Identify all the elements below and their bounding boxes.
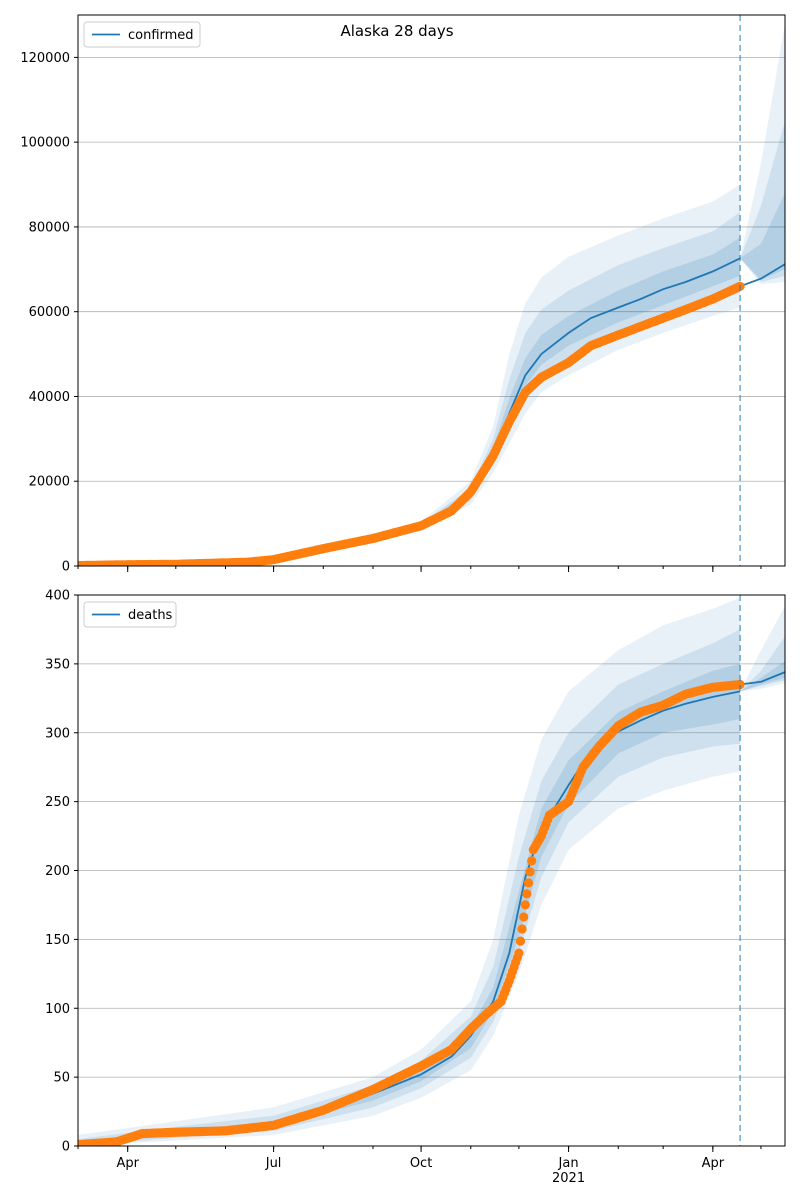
y-tick-label: 200 (45, 864, 70, 879)
legend-label: confirmed (128, 28, 194, 43)
x-tick-label: Jul (265, 1156, 282, 1171)
observed-point (514, 948, 524, 958)
plot-area (78, 597, 785, 1146)
uncertainty-band-outer (740, 606, 785, 692)
uncertainty-band-middle (78, 629, 741, 1146)
axes-frame (77, 14, 786, 567)
x-tick-label: Apr (702, 1156, 725, 1171)
legend: deaths (83, 601, 177, 628)
y-tick-label: 100 (45, 1002, 70, 1017)
uncertainty-band-middle (740, 121, 785, 282)
uncertainty-band-inner (78, 237, 741, 566)
y-tick-label: 400 (45, 589, 70, 604)
observed-point (527, 856, 537, 866)
y-tick-label: 50 (53, 1071, 70, 1086)
forecast-line (739, 263, 785, 288)
deaths-panel: 0 50 100 150 200 250 300 350 400 Apr Jul Oct Jan2021… (45, 589, 786, 1186)
x-tick-label: Apr (116, 1156, 139, 1171)
uncertainty-band-middle (740, 636, 785, 692)
observed-point (517, 924, 527, 934)
y-tick-label: 250 (45, 795, 70, 810)
x-tick-label: Oct (410, 1156, 432, 1171)
y-tick-label: 40000 (29, 390, 70, 405)
y-tick-label: 0 (62, 560, 70, 575)
uncertainty-band-middle (78, 212, 741, 566)
y-tick-label: 0 (62, 1140, 70, 1155)
y-tick-label: 300 (45, 726, 70, 741)
uncertainty-band-outer (78, 184, 741, 566)
confirmed-panel: 0 20000 40000 60000 80000 100000 120000 confirm… (20, 14, 786, 575)
y-tick-label: 150 (45, 933, 70, 948)
legend-box (83, 601, 177, 628)
x-tick-sublabel: 2021 (552, 1171, 585, 1186)
y-tick-label: 60000 (29, 305, 70, 320)
y-tick-label: 350 (45, 657, 70, 672)
observed-point (520, 900, 530, 910)
legend: confirmed (83, 21, 201, 48)
legend-box (83, 21, 201, 48)
figure-title: Alaska 28 days (340, 22, 453, 40)
observed-point (522, 889, 532, 899)
observed-point (519, 912, 529, 922)
y-tick-label: 80000 (29, 220, 70, 235)
y-tick-label: 20000 (29, 475, 70, 490)
x-tick-label: Jan (558, 1156, 579, 1171)
observed-point (525, 867, 535, 877)
uncertainty-band-outer (740, 23, 785, 285)
observed-point (523, 878, 534, 888)
observed-point (515, 936, 526, 946)
observed-point (735, 679, 745, 690)
y-tick-label: 120000 (20, 51, 70, 66)
forecast-line (739, 671, 785, 686)
uncertainty-band-outer (78, 597, 741, 1146)
uncertainty-band-inner (740, 193, 785, 280)
legend-label: deaths (128, 608, 173, 623)
y-tick-label: 100000 (20, 136, 70, 151)
plot-area (78, 23, 785, 566)
